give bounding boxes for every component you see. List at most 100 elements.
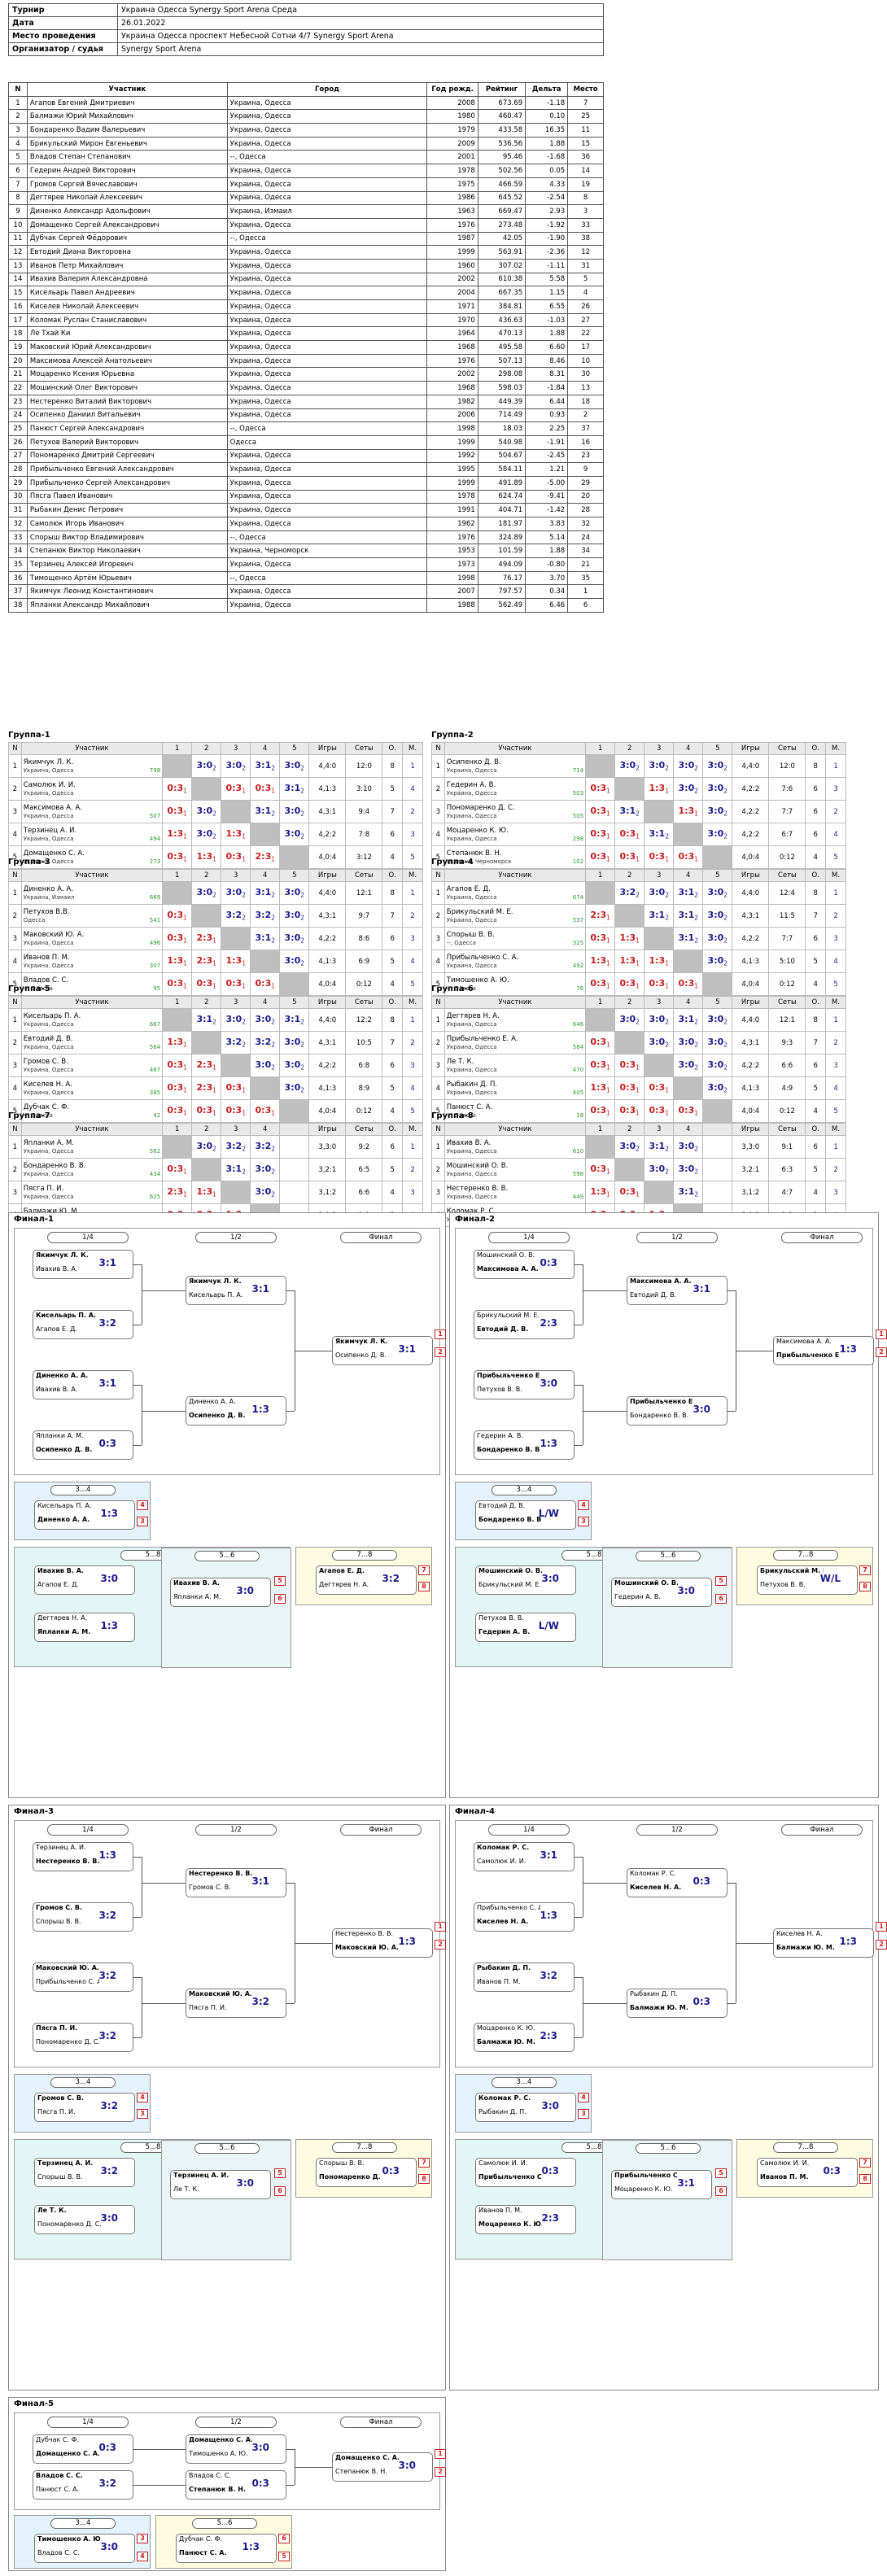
- group-score-cell: 3:12: [250, 927, 281, 950]
- group-o-cell: 4: [382, 1181, 404, 1204]
- group-s-cell: 6:5: [345, 1158, 383, 1181]
- player-cell: Украина, Одесса: [226, 489, 428, 504]
- group-s-cell: 12:0: [768, 754, 806, 778]
- group-o-cell: 6: [805, 823, 827, 846]
- group-score-cell: 3:02: [279, 904, 310, 928]
- group-header-cell: N: [431, 1123, 445, 1136]
- final-5: Финал-5 1/4 1/2 Финал Дубчак С. Ф. Домащенко …: [8, 2397, 446, 2571]
- group-match-points: 1: [606, 810, 610, 818]
- match-player-name: Маковский Ю. А.: [335, 1944, 399, 1951]
- group-score: 3:0: [707, 760, 724, 771]
- group-player-name: Коломак Р. С.: [446, 1207, 496, 1216]
- group-row: 1 Диненко А. А. 669 Украина, Измаил 3:02 3:02…: [8, 881, 423, 905]
- group-score: 0:3: [167, 783, 184, 794]
- group-o-cell: 6: [805, 1054, 827, 1077]
- player-cell: Ивахив Валерия Александровна: [26, 272, 228, 287]
- group-match-points: 2: [694, 891, 699, 899]
- zone-label: 7...8: [773, 1550, 838, 1561]
- group-score-cell: [702, 845, 733, 869]
- player-cell: 5.58: [525, 272, 569, 287]
- group-score-cell: 3:02: [673, 1158, 704, 1181]
- group-score-cell: 3:02: [279, 1076, 310, 1100]
- group-match-points: 1: [636, 937, 640, 945]
- match-player-bottom: Маковский Ю. А.: [335, 1944, 399, 1957]
- group-score-cell: 3:12: [250, 881, 281, 905]
- group-score-cell: [162, 1135, 193, 1159]
- place-box: 3: [137, 1517, 148, 1526]
- match-player-top: Маковский Ю. А.: [36, 1964, 99, 1977]
- group-score: 0:3: [678, 978, 695, 989]
- group-g-cell: 4,2:2: [308, 1054, 347, 1077]
- group-score-cell: 2:31: [585, 904, 616, 928]
- group-score-cell: 1:31: [585, 950, 616, 973]
- group-o-cell: 5: [382, 777, 404, 801]
- group-player-name: Спорыш В. В.: [446, 930, 495, 939]
- match-player-bottom: Пясга П. И.: [189, 2004, 252, 2017]
- match-box: Ле Т. К. Пономаренко Д. С. 3:0: [34, 2205, 135, 2234]
- group-s-cell: 7:7: [768, 927, 806, 950]
- match-player-top: Евтодий Д. В.: [478, 1502, 542, 1515]
- group-score-cell: [644, 1181, 675, 1204]
- group-row: 2 Мошинский О. В. 598 Украина, Одесса 0:31 3:…: [431, 1158, 846, 1181]
- group-score: 2:3: [196, 1059, 213, 1071]
- match-player-name: Агапов Е. Д.: [37, 1581, 79, 1588]
- player-cell: 42.05: [477, 231, 527, 247]
- player-cell: 32: [567, 517, 604, 531]
- group-score-cell: 3:02: [191, 800, 222, 823]
- group-row-number: 4: [431, 823, 445, 846]
- match-player-bottom: Бондаренко В. В.: [478, 1516, 542, 1529]
- group-score: 3:1: [678, 1014, 695, 1025]
- match-player-bottom: Япланки А. М.: [37, 1628, 101, 1641]
- player-cell: 1979: [426, 123, 478, 138]
- player-cell: Япланки Александр Михайлович: [26, 598, 228, 613]
- match-player-name: Маковский Ю. А.: [189, 1990, 252, 1997]
- match-box: Диненко А. А. Осипенко Д. В. 1:3: [186, 1396, 286, 1426]
- group-score: 3:0: [678, 1037, 695, 1048]
- player-cell: Украина, Одесса: [226, 109, 428, 124]
- group-score: 1:3: [167, 828, 184, 840]
- group-score: 0:3: [619, 1059, 636, 1071]
- group-player: Моцаренко К. Ю. 298 Украина, Одесса: [444, 823, 587, 846]
- player-cell: 669.47: [477, 204, 527, 219]
- group-match-points: 1: [183, 1109, 187, 1117]
- player-cell: 1.88: [525, 326, 569, 342]
- player-cell: -5.00: [525, 475, 569, 491]
- group-match-points: 2: [694, 1168, 699, 1176]
- group-m-cell: 3: [402, 927, 423, 950]
- match-score: 3:2: [98, 2030, 117, 2041]
- match-box: Мошинский О. В. Гедерин А. В. 3:0: [611, 1578, 712, 1607]
- group-score: 0:3: [196, 1105, 213, 1116]
- match-player-top: Нестеренко В. В.: [335, 1930, 399, 1943]
- group-player: Тимошенко А. Ю. 76 --, Одесса: [444, 972, 587, 996]
- player-row: 27 Пономаренко Дмитрий Сергеевич Украина, …: [8, 448, 604, 464]
- group-header-cell: Участник: [20, 742, 164, 755]
- group-header-cell: М.: [825, 742, 846, 755]
- bracket-line: [728, 1290, 736, 1291]
- group-match-points: 1: [636, 1063, 640, 1072]
- bracket-zone-p78: 7...8 Агапов Е. Д. Дегтярев Н. А. 3:2 7 8: [295, 1547, 432, 1605]
- match-player-name: Спорыш В. В.: [37, 2173, 83, 2181]
- match-score: 3:1: [540, 1849, 558, 1861]
- group-header-cell: N: [8, 869, 22, 882]
- player-cell: 1: [567, 584, 604, 600]
- player-cell: 433.58: [477, 123, 527, 138]
- group-score-cell: [585, 881, 616, 905]
- group-score: 0:3: [255, 783, 272, 794]
- group-score: 3:2: [255, 910, 272, 921]
- player-cell: 26: [567, 299, 604, 314]
- group-header-cell: Игры: [732, 996, 770, 1009]
- match-box: Иванов П. М. Моцаренко К. Ю. 2:3: [475, 2205, 576, 2234]
- player-cell: 8: [567, 190, 604, 206]
- group-header-cell: 4: [673, 996, 704, 1009]
- group-o-cell: 5: [382, 1076, 404, 1100]
- group-match-points: 1: [665, 787, 669, 795]
- group-score: 3:0: [619, 1141, 636, 1152]
- group-match-points: 1: [606, 787, 610, 795]
- match-player-top: Мошинский О. В.: [614, 1579, 678, 1592]
- bracket-line: [728, 1883, 736, 1884]
- group-score: 3:0: [649, 760, 666, 771]
- match-player-top: Маковский Ю. А.: [189, 1990, 252, 2003]
- match-box: Терзинец А. И. Ле Т. К. 3:0: [170, 2170, 271, 2199]
- group-s-cell: 0:12: [768, 972, 806, 996]
- match-player-name: Мошинский О. В.: [614, 1579, 678, 1587]
